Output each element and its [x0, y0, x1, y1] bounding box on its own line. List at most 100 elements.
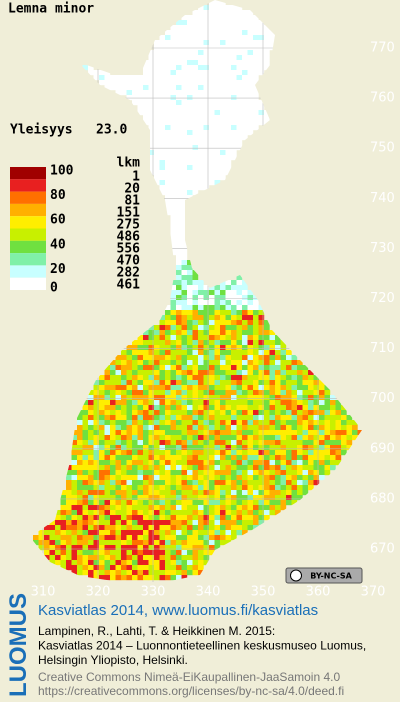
map-cell	[143, 120, 149, 126]
map-cell	[214, 145, 221, 151]
map-cell	[209, 475, 215, 481]
map-cell	[66, 565, 72, 571]
map-cell	[214, 460, 221, 466]
map-cell	[220, 70, 226, 76]
map-cell	[176, 520, 182, 526]
map-cell	[275, 355, 281, 361]
map-cell	[148, 95, 155, 101]
atlas-link[interactable]: Kasviatlas 2014, www.luomus.fi/kasviatla…	[38, 602, 318, 619]
map-cell	[225, 365, 232, 371]
x-label: 340	[196, 585, 221, 600]
map-cell	[319, 415, 325, 421]
map-cell	[187, 300, 193, 306]
map-cell	[231, 490, 237, 496]
map-cell	[44, 525, 50, 531]
map-cell	[159, 380, 166, 386]
map-cell	[192, 485, 199, 491]
map-cell	[225, 170, 232, 176]
map-cell	[214, 435, 221, 441]
map-cell	[55, 555, 61, 561]
map-cell	[302, 455, 309, 461]
map-cell	[209, 435, 215, 441]
map-cell	[77, 550, 83, 556]
map-cell	[198, 45, 204, 51]
map-cell	[154, 575, 160, 581]
map-cell	[297, 480, 303, 486]
map-cell	[181, 265, 188, 271]
map-cell	[198, 170, 204, 176]
map-cell	[154, 560, 160, 566]
map-cell	[192, 560, 199, 566]
map-cell	[308, 385, 314, 391]
map-cell	[165, 545, 171, 551]
map-cell	[269, 400, 276, 406]
map-cell	[242, 360, 248, 366]
map-cell	[198, 290, 204, 296]
map-cell	[154, 565, 160, 571]
map-cell	[302, 490, 309, 496]
map-cell	[148, 535, 155, 541]
map-cell	[187, 440, 193, 446]
map-cell	[187, 50, 193, 56]
map-cell	[187, 130, 193, 136]
map-cell	[209, 55, 215, 61]
map-cell	[286, 480, 292, 486]
map-cell	[176, 35, 182, 41]
map-cell	[121, 545, 127, 551]
map-cell	[203, 175, 210, 181]
map-cell	[115, 435, 122, 441]
map-cell	[104, 375, 111, 381]
map-cell	[88, 395, 94, 401]
map-cell	[286, 495, 292, 501]
map-cell	[170, 415, 177, 421]
map-cell	[132, 380, 138, 386]
map-cell	[341, 425, 347, 431]
map-cell	[280, 495, 287, 501]
map-cell	[242, 120, 248, 126]
map-cell	[170, 530, 177, 536]
map-cell	[77, 495, 83, 501]
map-cell	[220, 540, 226, 546]
map-cell	[247, 15, 254, 21]
map-cell	[225, 55, 232, 61]
map-cell	[236, 445, 243, 451]
map-cell	[126, 510, 133, 516]
map-cell	[264, 435, 270, 441]
map-cell	[225, 75, 232, 81]
map-cell	[165, 155, 171, 161]
map-cell	[170, 505, 177, 511]
map-cell	[209, 385, 215, 391]
map-cell	[121, 485, 127, 491]
map-cell	[214, 295, 221, 301]
map-cell	[313, 465, 320, 471]
map-cell	[170, 280, 177, 286]
map-cell	[225, 15, 232, 21]
map-cell	[209, 480, 215, 486]
map-cell	[253, 65, 259, 71]
map-cell	[159, 530, 166, 536]
map-cell	[225, 20, 232, 26]
map-cell	[346, 425, 353, 431]
map-cell	[198, 140, 204, 146]
map-cell	[297, 470, 303, 476]
map-cell	[214, 45, 221, 51]
map-cell	[110, 570, 116, 576]
map-cell	[187, 485, 193, 491]
map-cell	[225, 450, 232, 456]
map-cell	[236, 425, 243, 431]
map-cell	[198, 100, 204, 106]
map-cell	[187, 475, 193, 481]
map-cell	[165, 555, 171, 561]
map-cell	[165, 105, 171, 111]
map-cell	[170, 515, 177, 521]
map-cell	[99, 495, 105, 501]
map-cell	[143, 550, 149, 556]
map-cell	[187, 565, 193, 571]
map-cell	[159, 345, 166, 351]
map-cell	[137, 575, 144, 581]
map-cell	[291, 385, 298, 391]
map-cell	[225, 360, 232, 366]
map-cell	[253, 520, 259, 526]
map-cell	[220, 65, 226, 71]
map-cell	[170, 105, 177, 111]
